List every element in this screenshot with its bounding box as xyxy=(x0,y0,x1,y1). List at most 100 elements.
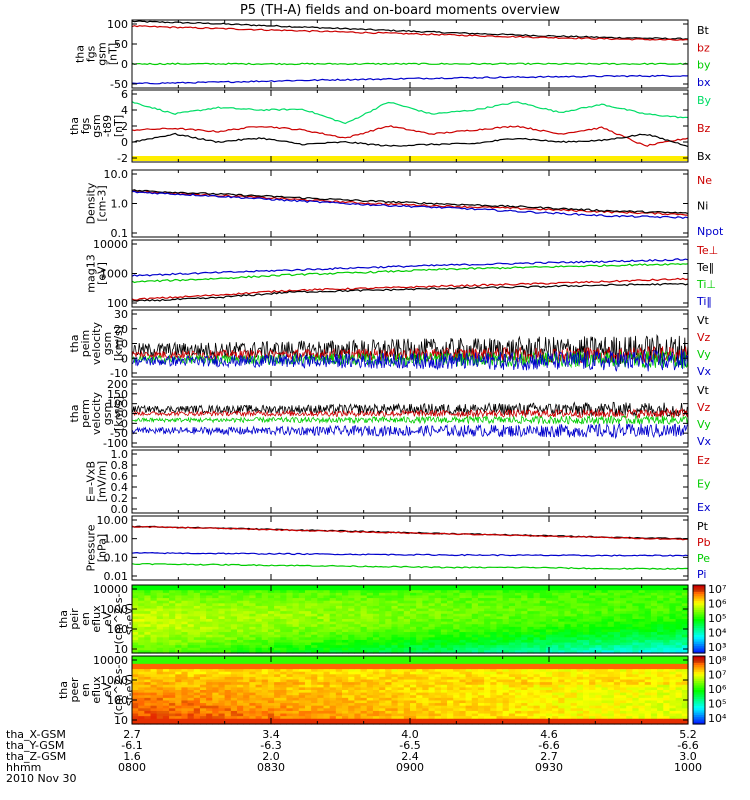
heat-cell xyxy=(199,721,207,725)
heat-cell xyxy=(471,697,479,702)
heat-cell xyxy=(286,621,294,625)
ytick-label: 0 xyxy=(121,136,128,149)
heat-cell xyxy=(632,592,640,597)
heat-cell xyxy=(681,634,689,638)
heat-cell xyxy=(150,600,158,604)
heat-cell xyxy=(237,684,244,688)
ytick-label: 100 xyxy=(107,623,128,636)
heat-cell xyxy=(681,619,689,623)
heat-cell xyxy=(576,710,584,715)
heat-cell xyxy=(595,598,603,602)
heat-cell xyxy=(385,703,393,707)
heat-cell xyxy=(372,716,380,720)
heat-cell xyxy=(243,592,250,597)
heat-cell xyxy=(440,713,448,717)
heat-cell xyxy=(354,658,362,662)
heat-cell xyxy=(304,705,312,709)
heat-cell xyxy=(230,679,238,683)
heat-cell xyxy=(471,671,479,675)
heat-cell xyxy=(477,669,485,673)
heat-cell xyxy=(440,682,448,686)
heat-cell xyxy=(484,690,491,694)
heat-cell xyxy=(632,721,640,725)
heat-cell xyxy=(422,697,430,702)
heat-cell xyxy=(175,705,183,709)
heat-cell xyxy=(428,626,436,631)
heat-cell xyxy=(224,721,232,725)
heat-cell xyxy=(267,611,275,615)
heat-cell xyxy=(193,710,201,715)
heat-cell xyxy=(255,687,263,691)
heat-cell xyxy=(366,721,374,725)
heat-cell xyxy=(243,705,250,709)
panel-frame xyxy=(131,89,689,163)
heat-cell xyxy=(650,645,658,649)
heat-cell xyxy=(558,687,566,691)
heat-cell xyxy=(527,608,535,612)
heat-cell xyxy=(490,608,498,612)
heat-cell xyxy=(552,687,559,691)
heat-cell xyxy=(558,639,566,644)
heat-cell xyxy=(218,595,226,599)
heat-cell xyxy=(372,639,380,644)
heat-cell xyxy=(230,634,238,638)
heat-cell xyxy=(663,587,671,591)
heat-cell xyxy=(459,587,467,591)
heat-cell xyxy=(243,656,250,660)
heat-cell xyxy=(502,587,510,591)
heat-cell xyxy=(675,621,683,625)
heat-cell xyxy=(515,676,522,681)
heat-cell xyxy=(657,621,664,625)
heat-cell xyxy=(193,705,201,709)
heat-cell xyxy=(434,626,442,631)
heat-cell xyxy=(515,611,522,615)
heat-cell xyxy=(589,695,596,699)
heat-cell xyxy=(527,642,535,646)
heat-cell xyxy=(292,634,300,638)
legend-Ni: Ni xyxy=(697,200,708,213)
heat-cell xyxy=(280,663,288,668)
heat-cell xyxy=(280,611,288,615)
heat-cell xyxy=(521,611,528,615)
heat-cell xyxy=(224,592,232,597)
legend-Pe: Pe xyxy=(697,552,710,565)
heat-cell xyxy=(521,639,528,644)
heat-cell xyxy=(144,687,152,691)
heat-cell xyxy=(385,626,393,631)
heat-cell xyxy=(533,624,541,628)
heat-cell xyxy=(261,616,269,620)
heat-cell xyxy=(650,600,658,604)
heat-cell xyxy=(138,632,145,636)
heat-cell xyxy=(552,587,559,591)
colorbar-segment xyxy=(693,641,705,645)
heat-cell xyxy=(632,642,640,646)
heat-cell xyxy=(206,705,213,709)
heat-cell xyxy=(255,605,263,610)
heat-cell xyxy=(416,684,423,688)
heat-cell xyxy=(249,718,257,722)
heat-cell xyxy=(286,656,294,660)
heat-cell xyxy=(428,721,436,725)
heat-cell xyxy=(601,590,609,594)
heat-cell xyxy=(150,626,158,631)
heat-cell xyxy=(490,598,498,602)
heat-cell xyxy=(342,621,349,625)
heat-cell xyxy=(212,669,220,673)
heat-cell xyxy=(391,608,399,612)
heat-cell xyxy=(193,716,201,720)
heat-cell xyxy=(545,632,553,636)
heat-cell xyxy=(576,611,584,615)
heat-cell xyxy=(132,674,139,678)
heat-cell xyxy=(477,639,485,644)
heat-cell xyxy=(267,674,275,678)
heat-cell xyxy=(335,708,343,712)
heat-cell xyxy=(595,600,603,604)
heat-cell xyxy=(286,626,294,631)
heat-cell xyxy=(150,619,158,623)
legend-Bt: Bt xyxy=(697,24,710,37)
heat-cell xyxy=(274,656,281,660)
heat-cell xyxy=(150,692,158,696)
heat-cell xyxy=(403,663,411,668)
heat-cell xyxy=(218,603,226,607)
heat-cell xyxy=(465,613,473,617)
